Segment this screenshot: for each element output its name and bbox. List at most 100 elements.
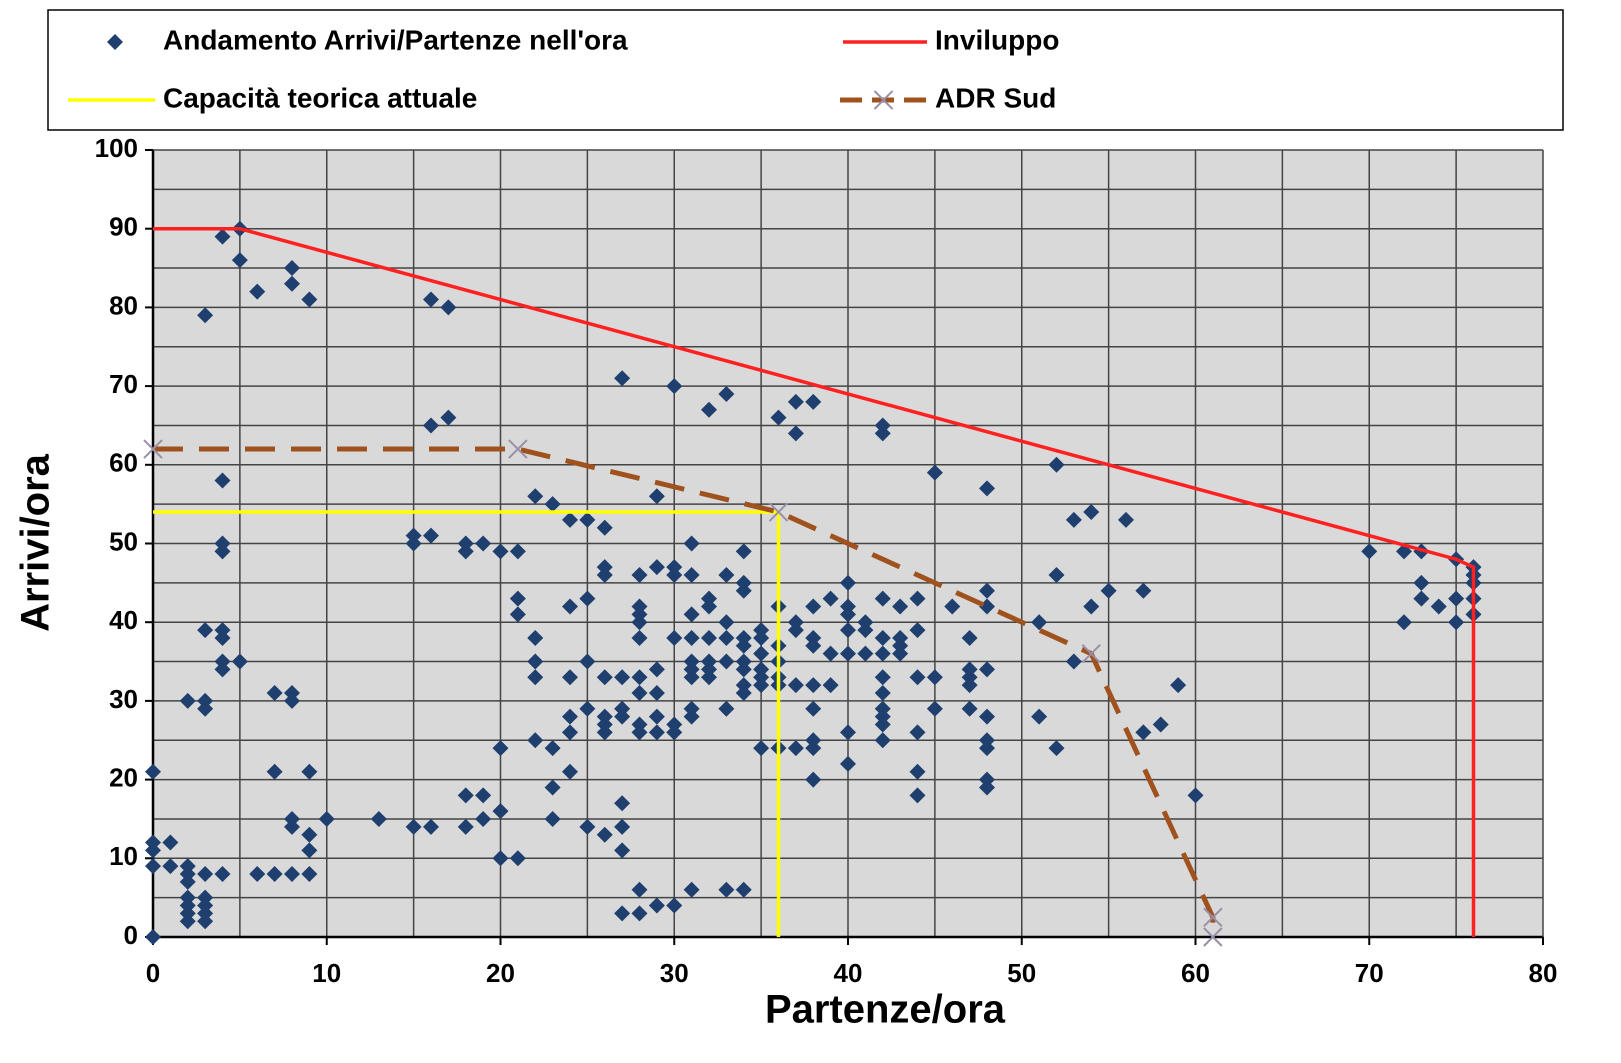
point — [909, 590, 926, 607]
point — [249, 866, 266, 883]
point — [874, 685, 891, 702]
point — [1083, 598, 1100, 615]
point — [753, 740, 770, 757]
point — [648, 559, 665, 576]
point — [874, 716, 891, 733]
point — [423, 818, 439, 835]
point — [770, 409, 787, 426]
point — [666, 559, 683, 576]
legend-label: Andamento Arrivi/Partenze nell'ora — [163, 24, 628, 55]
point — [648, 685, 665, 702]
point — [857, 645, 874, 662]
point — [648, 724, 665, 741]
point — [874, 732, 891, 749]
point — [614, 842, 631, 859]
point — [631, 716, 648, 733]
point — [979, 708, 995, 725]
point — [405, 527, 422, 544]
point — [562, 598, 578, 615]
point — [179, 873, 196, 890]
point — [753, 645, 770, 662]
point — [666, 378, 683, 395]
point — [1361, 543, 1378, 560]
point — [579, 511, 596, 528]
point — [1448, 590, 1465, 607]
point — [1152, 716, 1169, 733]
point — [718, 700, 735, 717]
point — [683, 629, 700, 646]
point — [753, 629, 770, 646]
y-tick-label: 50 — [109, 526, 138, 556]
point — [1448, 614, 1465, 631]
point — [718, 566, 735, 583]
point — [805, 393, 822, 410]
point — [579, 818, 596, 835]
point — [1065, 511, 1082, 528]
y-axis-label: Arrivi/ora — [14, 453, 58, 632]
legend-box — [47, 9, 1564, 131]
point — [596, 669, 613, 686]
point — [614, 669, 631, 686]
point — [197, 622, 214, 639]
point — [284, 275, 300, 292]
point — [318, 810, 335, 827]
point — [874, 645, 891, 662]
point — [370, 810, 387, 827]
point — [579, 590, 596, 607]
x-tick-label: 0 — [146, 958, 160, 988]
point — [596, 559, 613, 576]
point — [701, 598, 717, 615]
point — [822, 677, 839, 694]
point — [979, 779, 995, 796]
point — [735, 582, 752, 599]
y-tick-label: 10 — [109, 841, 138, 871]
point — [909, 724, 926, 741]
point — [284, 692, 300, 709]
point — [857, 622, 874, 639]
point — [509, 606, 526, 623]
x-tick-label: 20 — [486, 958, 515, 988]
point — [492, 543, 509, 560]
point — [162, 858, 179, 875]
point — [787, 622, 804, 639]
point — [214, 866, 231, 883]
point — [214, 629, 231, 646]
point — [596, 519, 613, 536]
point — [423, 527, 439, 544]
point — [1135, 582, 1152, 599]
point — [840, 724, 856, 741]
point — [266, 763, 283, 780]
point — [596, 826, 613, 843]
point — [805, 700, 822, 717]
point — [509, 543, 526, 560]
point — [179, 913, 196, 930]
point — [874, 669, 891, 686]
point — [805, 740, 822, 757]
point — [1031, 708, 1048, 725]
point — [701, 669, 717, 686]
point — [735, 661, 752, 678]
point — [1083, 504, 1100, 521]
point — [214, 535, 231, 552]
point — [509, 850, 526, 867]
point — [544, 779, 561, 796]
point — [1048, 566, 1065, 583]
point — [475, 535, 492, 552]
point — [301, 842, 318, 859]
point — [718, 881, 735, 898]
point — [197, 307, 214, 324]
y-tick-label: 90 — [109, 212, 138, 242]
point — [197, 866, 214, 883]
point — [1048, 456, 1065, 473]
point — [753, 677, 770, 694]
point — [145, 834, 161, 851]
point — [562, 511, 578, 528]
point — [683, 606, 700, 623]
x-axis-label: Partenze/ora — [765, 988, 1006, 1032]
point — [405, 818, 422, 835]
point — [892, 598, 909, 615]
point — [145, 858, 161, 875]
point — [648, 897, 665, 914]
point — [1118, 511, 1134, 528]
point — [768, 502, 789, 522]
